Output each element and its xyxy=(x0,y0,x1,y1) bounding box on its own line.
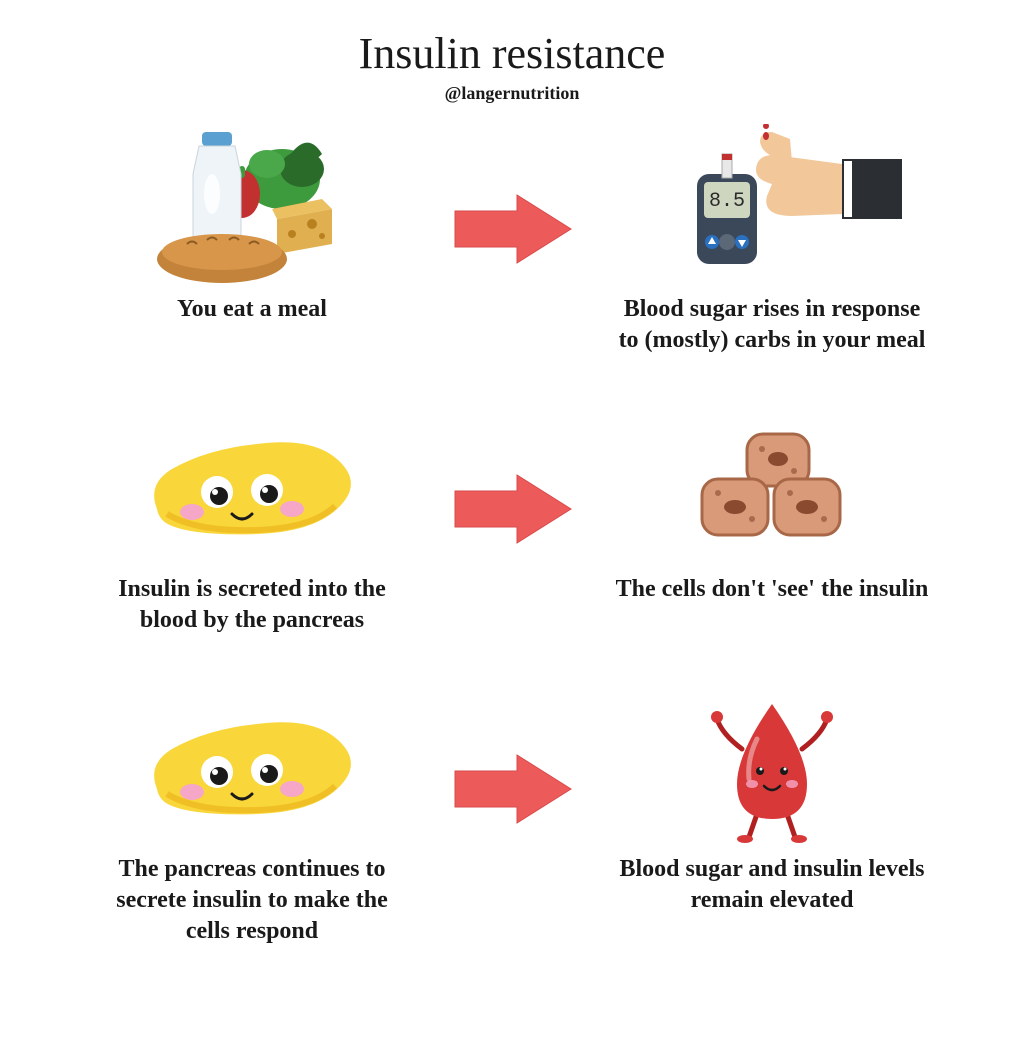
step-3-left-caption: The pancreas continues to secrete insuli… xyxy=(92,854,412,948)
arrow-1 xyxy=(432,124,592,404)
step-1-left-caption: You eat a meal xyxy=(177,294,327,325)
svg-text:8.5: 8.5 xyxy=(709,190,745,213)
pancreas-icon xyxy=(137,404,367,574)
step-2-left-caption: Insulin is secreted into the blood by th… xyxy=(92,574,412,636)
step-1-left: You eat a meal xyxy=(72,124,432,404)
pancreas-icon-2 xyxy=(137,684,367,854)
arrow-3 xyxy=(432,684,592,964)
cells-icon xyxy=(682,404,862,574)
page-subtitle: @langernutrition xyxy=(0,83,1024,104)
arrow-2 xyxy=(432,404,592,684)
step-1-right: 8.5 Blood sugar rises in response to (mo… xyxy=(592,124,952,404)
infographic-grid: You eat a meal xyxy=(0,124,1024,964)
step-2-left: Insulin is secreted into the blood by th… xyxy=(72,404,432,684)
step-3-left: The pancreas continues to secrete insuli… xyxy=(72,684,432,964)
glucometer-icon: 8.5 xyxy=(642,124,902,294)
step-2-right: The cells don't 'see' the insulin xyxy=(592,404,952,684)
step-1-right-caption: Blood sugar rises in response to (mostly… xyxy=(612,294,932,356)
page-title: Insulin resistance xyxy=(0,28,1024,79)
step-3-right: Blood sugar and insulin levels remain el… xyxy=(592,684,952,964)
step-2-right-caption: The cells don't 'see' the insulin xyxy=(616,574,929,605)
step-3-right-caption: Blood sugar and insulin levels remain el… xyxy=(612,854,932,916)
blood-drop-icon xyxy=(697,684,847,854)
meal-icon xyxy=(147,124,357,294)
